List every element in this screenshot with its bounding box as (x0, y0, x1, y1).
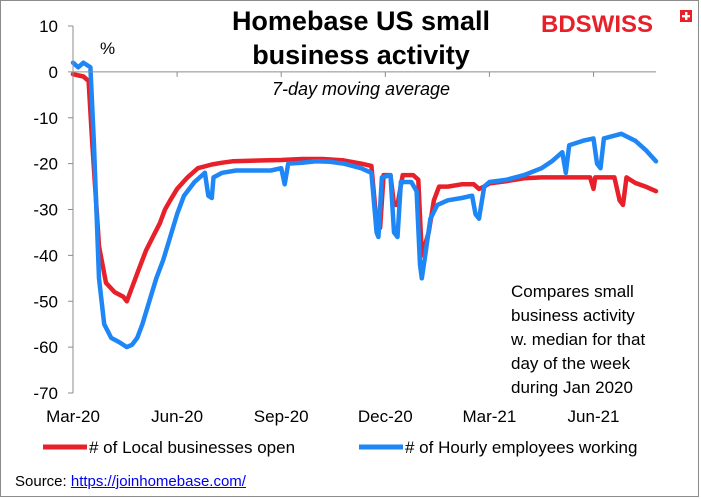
x-tick-label: Sep-20 (254, 407, 309, 426)
legend: # of Local businesses open # of Hourly e… (43, 438, 637, 457)
x-tick-label: Mar-21 (462, 407, 516, 426)
annotation-line-4: day of the week (511, 354, 631, 373)
x-tick-label: Jun-21 (568, 407, 620, 426)
y-tick-label: -50 (33, 292, 58, 311)
y-tick-label: 10 (39, 17, 58, 36)
legend-item-hourly-employees: # of Hourly employees working (359, 438, 637, 457)
x-tick-label: Jun-20 (151, 407, 203, 426)
brand-logo-text: BDSWISS (541, 11, 653, 38)
legend-label-hourly-employees: # of Hourly employees working (405, 438, 637, 457)
source-label: Source: (15, 473, 67, 490)
unit-label: % (100, 39, 115, 58)
chart-title-line-2: business activity (252, 40, 470, 70)
x-tick-label: Dec-20 (358, 407, 413, 426)
annotation-line-3: w. median for that (510, 330, 645, 349)
chart-subtitle: 7-day moving average (272, 79, 450, 99)
y-tick-label: -30 (33, 201, 58, 220)
y-tick-label: -20 (33, 155, 58, 174)
y-tick-label: -70 (33, 384, 58, 403)
line-chart: 10 0 -10 -20 -30 -40 -50 -60 -70 Mar-20 Jun-20 Sep-… (33, 6, 692, 457)
annotation-line-5: during Jan 2020 (511, 378, 633, 397)
brand-logo: BDSWISS (541, 10, 692, 38)
series-layer (70, 60, 659, 350)
y-tick-label: -60 (33, 338, 58, 357)
legend-label-local-businesses: # of Local businesses open (89, 438, 295, 457)
y-tick-label: 0 (49, 63, 58, 82)
swiss-cross-icon (680, 10, 692, 22)
series-line-hourly-employees (70, 60, 659, 350)
y-tick-label: -40 (33, 246, 58, 265)
source-note: Source: https://joinhomebase.com/ (15, 473, 246, 490)
y-tick-label: -10 (33, 109, 58, 128)
axes: 10 0 -10 -20 -30 -40 -50 -60 -70 Mar-20 Jun-20 Sep-… (33, 17, 656, 426)
annotation-note: Compares small business activity w. medi… (510, 282, 645, 397)
source-link[interactable]: https://joinhomebase.com/ (70, 473, 246, 490)
x-tick-label: Mar-20 (46, 407, 100, 426)
chart-title-line-1: Homebase US small (232, 6, 490, 36)
annotation-line-1: Compares small (511, 282, 634, 301)
annotation-line-2: business activity (511, 306, 635, 325)
legend-item-local-businesses: # of Local businesses open (43, 438, 295, 457)
